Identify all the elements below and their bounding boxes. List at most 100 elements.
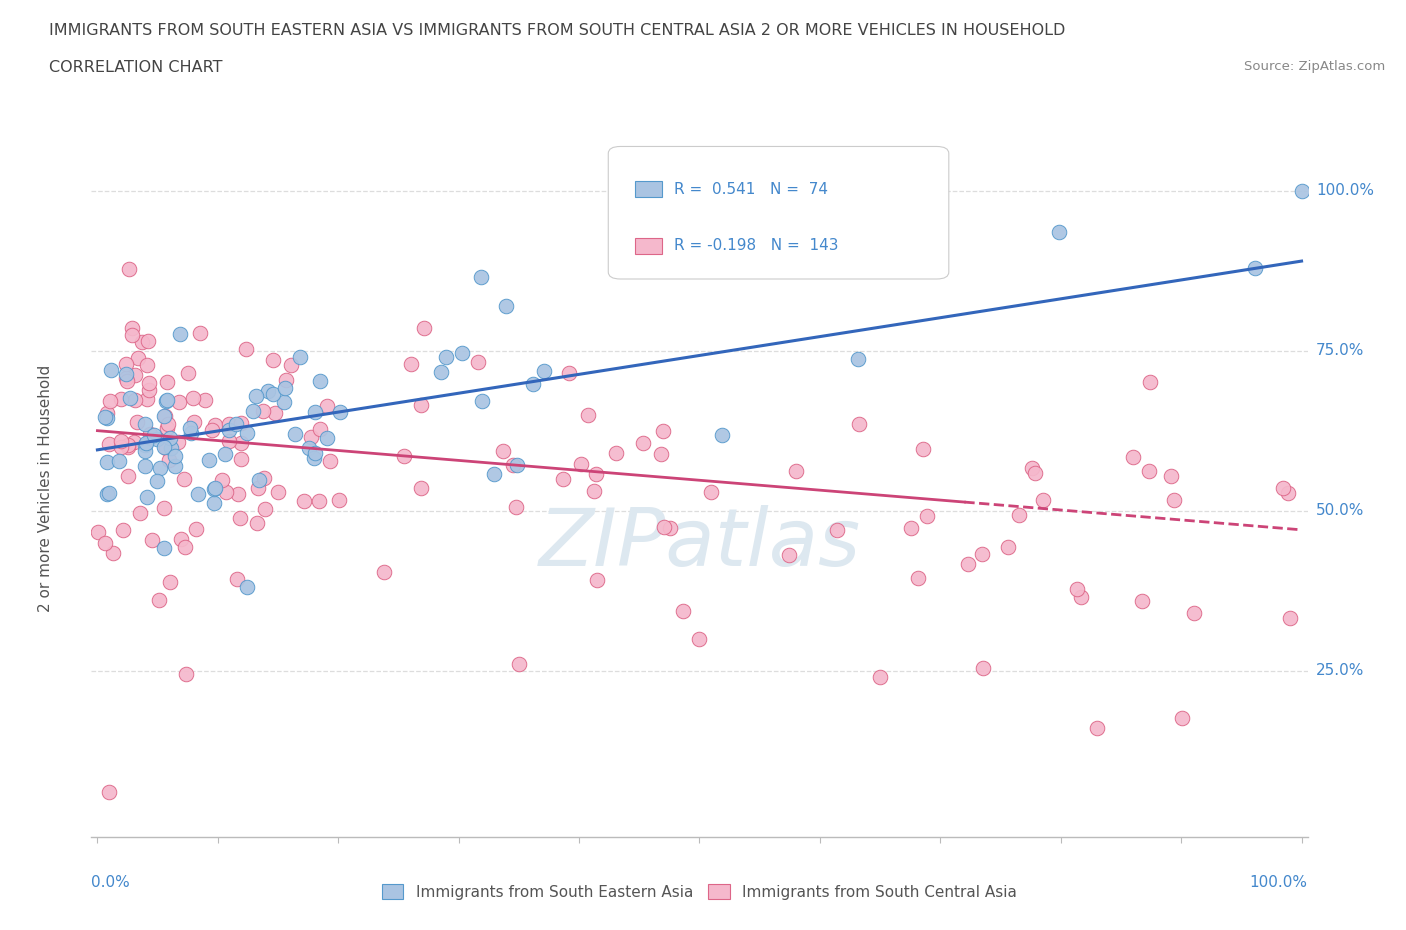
Point	[135, 435, 157, 450]
Point	[97, 436, 120, 451]
Point	[100, 393, 122, 408]
Point	[1021, 460, 1043, 475]
Point	[522, 377, 544, 392]
Point	[328, 493, 350, 508]
Point	[915, 509, 938, 524]
Point	[997, 539, 1019, 554]
Point	[118, 261, 141, 276]
Point	[309, 374, 332, 389]
Point	[242, 404, 264, 418]
Point	[659, 521, 682, 536]
Point	[451, 345, 474, 360]
Point	[652, 423, 675, 438]
Point	[156, 417, 179, 432]
Text: 25.0%: 25.0%	[1316, 663, 1364, 678]
Point	[183, 414, 205, 429]
Point	[127, 351, 149, 365]
Point	[202, 482, 225, 497]
Point	[98, 485, 121, 500]
Text: R = -0.198   N =  143: R = -0.198 N = 143	[673, 238, 838, 254]
Point	[179, 420, 201, 435]
Point	[93, 535, 115, 550]
Point	[263, 353, 285, 368]
Point	[115, 366, 138, 381]
Point	[302, 451, 325, 466]
Point	[236, 580, 259, 595]
Point	[134, 417, 156, 432]
Point	[124, 392, 146, 407]
Point	[136, 334, 159, 349]
Text: R =  0.541   N =  74: R = 0.541 N = 74	[673, 181, 828, 196]
Point	[166, 434, 188, 449]
Point	[1139, 375, 1161, 390]
Point	[308, 421, 330, 436]
Point	[492, 444, 515, 458]
Point	[167, 394, 190, 409]
Point	[170, 532, 193, 547]
Point	[329, 405, 352, 419]
Point	[907, 570, 929, 585]
Point	[508, 657, 530, 671]
Point	[411, 398, 433, 413]
Point	[502, 458, 524, 472]
Point	[1047, 225, 1070, 240]
Point	[1291, 183, 1313, 198]
Point	[869, 670, 891, 684]
Point	[1170, 711, 1192, 725]
Point	[96, 455, 118, 470]
Point	[128, 506, 150, 521]
Point	[135, 358, 157, 373]
Point	[127, 415, 149, 430]
Point	[672, 604, 695, 618]
Point	[159, 575, 181, 590]
Point	[276, 373, 298, 388]
Point	[569, 457, 592, 472]
Point	[1277, 485, 1299, 500]
Point	[605, 445, 627, 460]
Point	[153, 501, 176, 516]
Point	[134, 458, 156, 473]
Text: 0.0%: 0.0%	[91, 875, 131, 890]
Point	[484, 466, 506, 481]
Point	[138, 382, 160, 397]
Point	[471, 393, 494, 408]
Point	[165, 448, 187, 463]
Point	[1130, 593, 1153, 608]
Point	[103, 546, 125, 561]
Point	[1163, 493, 1185, 508]
Point	[689, 631, 711, 646]
Point	[87, 525, 110, 539]
Point	[226, 486, 249, 501]
Point	[169, 326, 191, 341]
Point	[1272, 481, 1295, 496]
Point	[115, 374, 138, 389]
Text: 75.0%: 75.0%	[1316, 343, 1364, 358]
Point	[146, 432, 169, 446]
Point	[586, 573, 609, 588]
Point	[911, 441, 934, 456]
Point	[114, 356, 136, 371]
Point	[298, 441, 321, 456]
Point	[201, 422, 224, 437]
Point	[229, 435, 252, 450]
Point	[214, 446, 236, 461]
Point	[93, 409, 115, 424]
Point	[972, 547, 994, 562]
Point	[274, 380, 297, 395]
Point	[225, 571, 247, 586]
Point	[1024, 466, 1046, 481]
Point	[533, 364, 555, 379]
Point	[1278, 610, 1301, 625]
Point	[652, 519, 675, 534]
Point	[215, 485, 238, 499]
Point	[187, 486, 209, 501]
Point	[155, 393, 177, 408]
Point	[252, 404, 274, 418]
Point	[280, 357, 302, 372]
Point	[869, 203, 891, 218]
Point	[467, 354, 489, 369]
Legend: Immigrants from South Eastern Asia, Immigrants from South Central Asia: Immigrants from South Eastern Asia, Immi…	[375, 878, 1024, 906]
Point	[121, 320, 143, 335]
Point	[124, 367, 146, 382]
Point	[131, 335, 153, 350]
